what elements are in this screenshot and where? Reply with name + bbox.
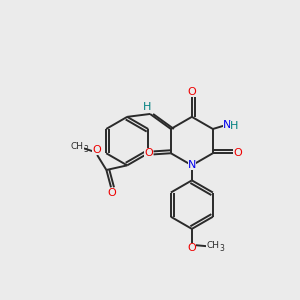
Text: CH: CH bbox=[206, 241, 219, 250]
Text: O: O bbox=[144, 148, 153, 158]
Text: H: H bbox=[230, 121, 238, 131]
Text: H: H bbox=[142, 103, 151, 112]
Text: 3: 3 bbox=[83, 146, 88, 154]
Text: O: O bbox=[188, 87, 196, 97]
Text: O: O bbox=[188, 243, 196, 253]
Text: 3: 3 bbox=[219, 244, 224, 253]
Text: O: O bbox=[107, 188, 116, 198]
Text: O: O bbox=[233, 148, 242, 158]
Text: N: N bbox=[223, 120, 231, 130]
Text: CH: CH bbox=[70, 142, 84, 151]
Text: N: N bbox=[188, 160, 196, 170]
Text: O: O bbox=[92, 145, 101, 155]
